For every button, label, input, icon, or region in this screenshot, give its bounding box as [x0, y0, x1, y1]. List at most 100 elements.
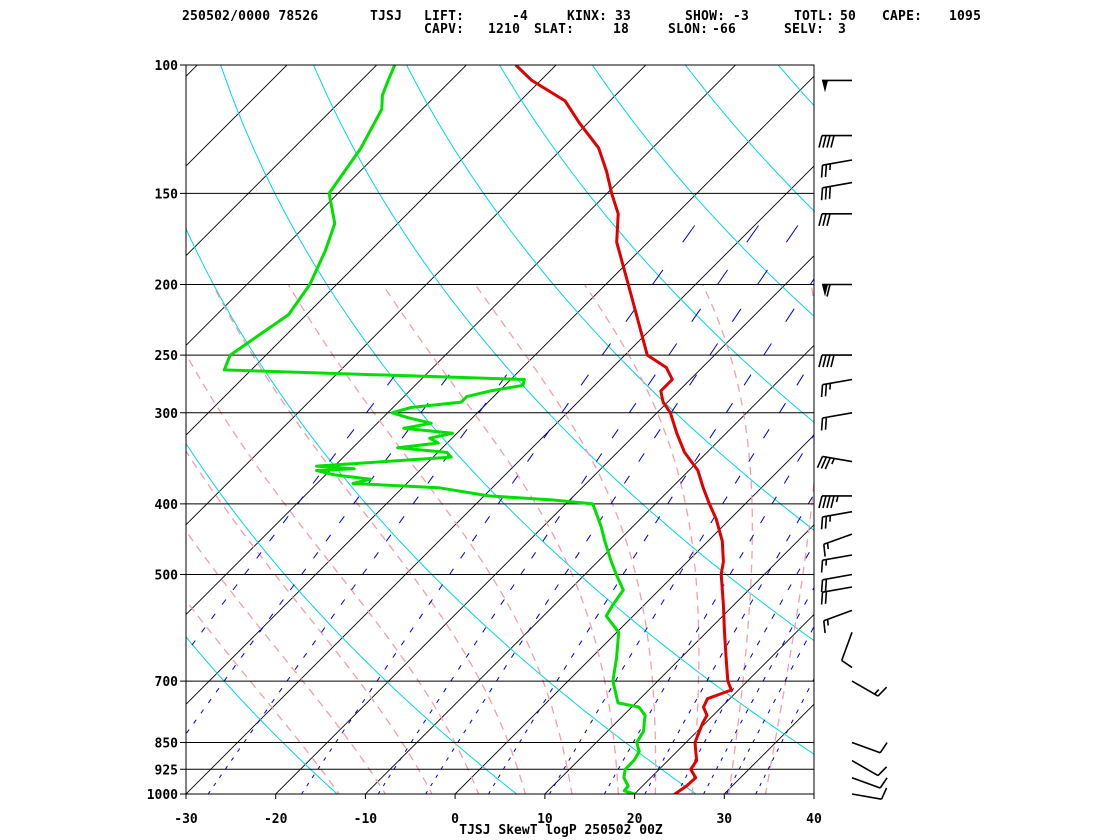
mixing-ratio-segment [586, 627, 591, 633]
dry-adiabat-line [405, 65, 814, 531]
mixing-ratio-segment [482, 698, 486, 704]
barb-feather [824, 579, 828, 592]
mixing-ratio-segment [884, 309, 892, 322]
mixing-ratio-segment [685, 774, 688, 779]
barb-feather [824, 383, 828, 397]
mixing-ratio-segment [655, 516, 661, 524]
mixing-ratio-segment [749, 534, 755, 542]
mixing-ratio-segment [652, 613, 657, 620]
mixing-ratio-segment [703, 738, 707, 743]
mixing-ratio-segment [719, 807, 720, 810]
mixing-ratio-segment [289, 584, 295, 591]
dry-adiabat-line [1022, 32, 1120, 810]
mixing-ratio-segment [524, 729, 528, 734]
wind-barb [822, 79, 852, 93]
barb-feather [830, 495, 835, 509]
barb-feather [820, 456, 828, 469]
barb-feather [879, 777, 888, 789]
barb-feather [820, 165, 824, 178]
mixing-ratio-segment [611, 429, 619, 439]
mixing-ratio-segment [737, 676, 741, 682]
mixing-ratio-segment [625, 308, 636, 322]
mixing-ratio-segment [471, 534, 478, 542]
mixing-ratio-segment [669, 807, 671, 810]
mixing-ratio-segment [741, 613, 746, 620]
wind-barb [851, 787, 888, 800]
barb-feather [879, 742, 888, 754]
mixing-ratio-segment [924, 344, 931, 356]
mixing-ratio-segment [373, 552, 379, 559]
mixing-ratio-segment [213, 782, 217, 787]
mixing-ratio-segment [830, 552, 833, 558]
mixing-ratio-segment [243, 738, 247, 743]
plot-frame [185, 64, 815, 795]
barb-staff [822, 412, 853, 419]
mixing-ratio-segment [581, 475, 588, 484]
mixing-ratio-segment [730, 782, 733, 787]
mixing-ratio-segment [839, 226, 850, 243]
mixing-ratio-segment [143, 791, 145, 794]
mixing-ratio-segment [694, 698, 698, 704]
mixing-ratio-segment [695, 627, 700, 633]
line2-field: 18 [613, 22, 630, 37]
mixing-ratio-segment [786, 534, 791, 542]
mixing-ratio-segment [554, 584, 559, 591]
mixing-ratio-segment [438, 584, 444, 591]
mixing-ratio-segment [653, 429, 661, 439]
mixing-ratio-segment [993, 226, 1003, 243]
isotherm-line [275, 255, 814, 794]
mixing-ratio-segment [913, 403, 919, 413]
mixing-ratio-segment [193, 719, 197, 724]
mixing-ratio-segment [568, 757, 572, 761]
dry-adiabat-line [841, 32, 1120, 810]
mixing-ratio-segment [682, 719, 686, 724]
mixing-ratio-segment [796, 374, 804, 386]
dry-adiabat-line [498, 65, 814, 424]
y-tick-labels: 100 150 200 250 300 400 500 700 850 925 1000 [147, 59, 178, 803]
mixing-ratio-segment [745, 709, 749, 714]
mixing-ratio-segment [330, 613, 335, 620]
mixing-ratio-segment [849, 476, 854, 484]
mixing-ratio-segment [847, 429, 852, 438]
mixing-ratio-segment [763, 343, 772, 356]
line2-field: 3 [838, 22, 847, 37]
mixing-ratio-segment [613, 774, 616, 779]
barb-feather [824, 457, 832, 470]
line1-field: LIFT: [424, 9, 465, 24]
mixing-ratio-segment [346, 428, 355, 439]
barb-feather [824, 516, 828, 529]
mixing-ratio-segment [771, 613, 776, 620]
mixing-ratio-segment [450, 676, 454, 682]
mixing-ratio-segment [399, 757, 402, 761]
mixing-ratio-segment [457, 738, 461, 743]
mixing-ratio-segment [134, 720, 137, 724]
barb-feather [824, 187, 828, 200]
mixing-ratio-segment [313, 552, 319, 559]
mixing-ratio-segment [796, 516, 802, 524]
y-tick-label: 250 [155, 349, 179, 364]
mixing-ratio-segment [762, 719, 766, 724]
mixing-ratio-segment [296, 799, 298, 802]
series-group [222, 65, 733, 794]
wind-barb [820, 181, 853, 201]
mixing-ratio-segment [628, 652, 633, 658]
mixing-ratio-segment [739, 552, 744, 559]
barb-feather [826, 495, 831, 509]
barb-feather [826, 213, 831, 226]
mixing-ratio-segment [416, 729, 420, 734]
mixing-ratio-segment [556, 676, 560, 682]
barb-half-feather [831, 458, 836, 465]
barb-feather [830, 135, 835, 148]
x-tick-label: 40 [806, 812, 822, 827]
mixing-ratio-segment [558, 774, 561, 779]
barb-feather [818, 354, 823, 368]
mixing-ratio-segment [608, 782, 611, 787]
mixing-ratio-segment [743, 757, 746, 761]
mixing-ratio-segment [947, 344, 954, 356]
mixing-ratio-segment [897, 344, 904, 356]
mixing-ratio-segment [306, 782, 310, 787]
mixing-ratio-segment [443, 687, 447, 693]
mixing-ratio-segment [545, 799, 547, 802]
mixing-ratio-segment [967, 309, 975, 322]
mixing-ratio-segment [667, 496, 673, 505]
